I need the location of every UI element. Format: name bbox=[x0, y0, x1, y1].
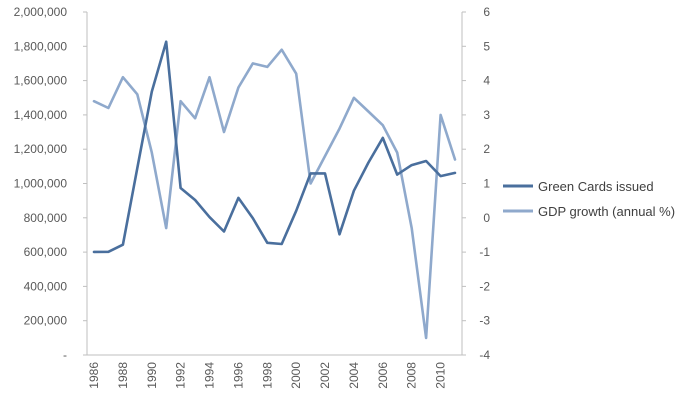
x-tick-label: 1990 bbox=[145, 362, 159, 389]
right-axis-ticks: -4 -3 -2 -1 0 1 2 3 4 5 6 bbox=[462, 5, 490, 362]
left-tick-label: - bbox=[63, 348, 67, 362]
legend-label-gdp-growth: GDP growth (annual %) bbox=[538, 204, 675, 219]
right-tick-label: -2 bbox=[479, 279, 490, 293]
x-tick-label: 2000 bbox=[289, 362, 303, 389]
right-tick-label: -4 bbox=[479, 348, 490, 362]
left-tick-label: 400,000 bbox=[24, 279, 68, 293]
left-tick-label: 800,000 bbox=[24, 211, 68, 225]
series-line-green-cards-issued bbox=[92, 40, 457, 254]
left-tick-label: 1,600,000 bbox=[14, 74, 68, 88]
x-tick-label: 2006 bbox=[376, 362, 390, 389]
x-tick-label: 1998 bbox=[260, 362, 274, 389]
right-tick-label: -3 bbox=[479, 314, 490, 328]
left-tick-label: 200,000 bbox=[24, 314, 68, 328]
x-tick-label: 2008 bbox=[405, 362, 419, 389]
left-tick-label: 1,400,000 bbox=[14, 108, 68, 122]
series bbox=[92, 40, 457, 340]
right-tick-label: 5 bbox=[483, 39, 490, 53]
right-tick-label: 1 bbox=[483, 177, 490, 191]
legend: Green Cards issued GDP growth (annual %) bbox=[503, 179, 675, 219]
legend-label-green-cards: Green Cards issued bbox=[538, 179, 654, 194]
x-tick-label: 2010 bbox=[434, 362, 448, 389]
x-tick-label: 1994 bbox=[203, 362, 217, 389]
x-tick-label: 1996 bbox=[231, 362, 245, 389]
x-tick-label: 1988 bbox=[116, 362, 130, 389]
axes bbox=[86, 12, 463, 356]
x-tick-label: 1986 bbox=[87, 362, 101, 389]
left-tick-label: 2,000,000 bbox=[14, 5, 68, 19]
x-tick-label: 2002 bbox=[318, 362, 332, 389]
left-tick-label: 1,000,000 bbox=[14, 177, 68, 191]
left-tick-label: 600,000 bbox=[24, 245, 68, 259]
right-tick-label: 4 bbox=[483, 74, 490, 88]
right-tick-label: 6 bbox=[483, 5, 490, 19]
left-tick-label: 1,800,000 bbox=[14, 39, 68, 53]
left-axis-ticks: - 200,000 400,000 600,000 800,000 1,000,000 1,… bbox=[14, 5, 87, 362]
right-tick-label: -1 bbox=[479, 245, 490, 259]
right-tick-label: 0 bbox=[483, 211, 490, 225]
x-axis-ticks: 1986 1988 1990 1992 1994 1996 1998 2000 2002 2004… bbox=[87, 362, 448, 389]
series-line-gdp-growth-annual bbox=[92, 48, 457, 340]
right-tick-label: 2 bbox=[483, 142, 490, 156]
right-tick-label: 3 bbox=[483, 108, 490, 122]
x-tick-label: 1992 bbox=[174, 362, 188, 389]
x-tick-label: 2004 bbox=[347, 362, 361, 389]
left-tick-label: 1,200,000 bbox=[14, 142, 68, 156]
